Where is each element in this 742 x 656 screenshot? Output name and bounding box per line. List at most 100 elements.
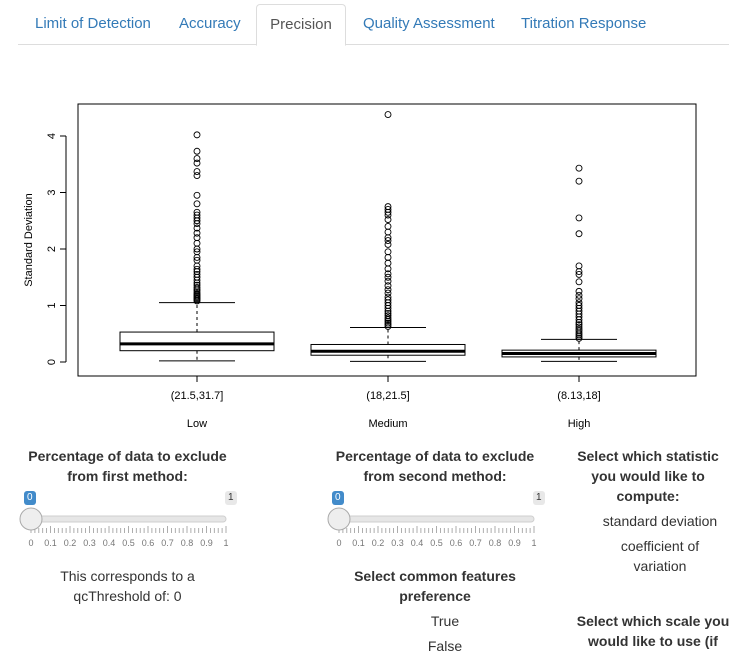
slider-handle[interactable] [19,507,43,531]
x-tick-label: (18,21.5] [366,390,409,402]
outlier-point [193,208,201,216]
outlier-point [193,172,201,180]
slider-handle[interactable] [327,507,351,531]
outlier-point [384,277,392,285]
x-tick-label: (8.13,18] [557,390,600,402]
slider-tick-label: 0.3 [391,538,404,548]
slider-track[interactable] [30,515,227,523]
outlier-point [384,273,392,281]
common-features-option-true[interactable]: True [430,613,460,629]
outlier-point [575,278,583,286]
outlier-point [384,289,392,297]
y-tick-label: 1 [46,302,58,308]
y-tick-label: 4 [46,133,58,139]
outlier-point [575,299,583,307]
outlier-point [193,239,201,247]
slider-tick-label: 0.4 [411,538,424,548]
statistic-option-sd[interactable]: standard deviation [602,513,718,529]
slider-tick-label: 0.6 [142,538,155,548]
outlier-point [193,270,201,278]
slider1-max-badge: 1 [225,491,237,505]
x-tick-label: (21.5,31.7] [171,390,224,402]
outlier-point [384,312,392,320]
tab-quality-assessment[interactable]: Quality Assessment [363,15,495,32]
statistic-option-cv[interactable]: coefficient of variation [620,538,700,574]
y-tick-label: 0 [46,359,58,365]
outlier-point [575,302,583,309]
outlier-point [193,159,201,167]
y-axis-label: Standard Deviation [23,193,35,287]
outlier-point [575,295,583,303]
group-label: Low [187,418,207,430]
tab-titration-response[interactable]: Titration Response [521,15,647,32]
slider2-value-badge: 0 [332,491,344,505]
slider-tick-label: 0.8 [489,538,502,548]
outlier-point [193,234,201,242]
precision-boxplot: Standard Deviation 0 1 2 3 4 (21.5,31.7] Low (1… [23,103,697,430]
outlier-point [193,265,201,273]
outlier-point [384,241,392,248]
outlier-point [575,164,583,172]
outlier-point [575,177,583,185]
slider-tick-label: 0.7 [469,538,482,548]
outlier-point [193,256,201,264]
outlier-point [575,291,583,299]
outlier-point [384,309,392,317]
slider-tick-label: 0 [336,538,341,548]
statistic-heading: Select which statistic you would like to… [577,448,719,504]
slider-tick-label: 0.8 [181,538,194,548]
outlier-point [384,314,392,322]
outlier-point [384,216,392,224]
slider-tick-label: 0.9 [200,538,213,548]
slider-tick-label: 0.7 [161,538,174,548]
outlier-point [193,229,201,237]
outlier-point [384,286,392,294]
slider-tick-label: 0 [28,538,33,548]
outlier-point [575,214,583,222]
outlier-point [575,230,583,238]
outlier-point [384,296,392,304]
slider1-info: This corresponds to a qcThreshold of: 0 [60,568,195,604]
slider2[interactable]: 0 0.1 0.2 0.3 0.4 0.5 0.6 0.7 0.8 0.9 1 [322,506,562,556]
tab-accuracy[interactable]: Accuracy [179,15,241,32]
slider1[interactable]: 0 0.1 0.2 0.3 0.4 0.5 0.6 0.7 0.8 0.9 1 [14,506,254,556]
outlier-point [384,259,392,267]
outlier-point [384,205,392,213]
outlier-point [384,293,392,301]
outlier-point [193,248,201,256]
outlier-point [384,248,392,256]
tab-limit-of-detection[interactable]: Limit of Detection [35,15,151,32]
slider-tick-label: 0.1 [44,538,57,548]
outlier-point [384,282,392,290]
group-label: Medium [368,418,407,430]
common-features-heading: Select common features preference [354,568,516,604]
slider1-value-badge: 0 [24,491,36,505]
slider-tick-label: 1 [531,538,536,548]
outlier-point [575,323,583,331]
scale-heading: Select which scale you would like to use… [576,613,730,649]
outlier-point [384,222,392,230]
outlier-point [193,155,201,163]
slider-tick-label: 0.2 [372,538,385,548]
slider-tick-label: 0.1 [352,538,365,548]
outlier-point [193,191,201,199]
outlier-point [575,287,583,295]
slider2-max-badge: 1 [533,491,545,505]
tab-precision[interactable]: Precision [256,4,346,46]
slider-track[interactable] [338,515,535,523]
outlier-point [193,283,201,291]
outlier-point [384,270,392,278]
outlier-point [384,254,392,261]
slider-tick-label: 0.4 [103,538,116,548]
outlier-point [575,321,583,329]
outlier-point [575,325,583,333]
outlier-point [575,270,583,278]
outlier-point [384,111,392,118]
outlier-point [384,228,392,236]
slider1-heading: Percentage of data to exclude from first… [28,448,227,484]
outlier-point [193,147,201,155]
slider-tick-label: 0.9 [508,538,521,548]
outlier-point [384,203,392,211]
group-label: High [568,418,591,430]
common-features-option-false[interactable]: False [427,638,463,654]
